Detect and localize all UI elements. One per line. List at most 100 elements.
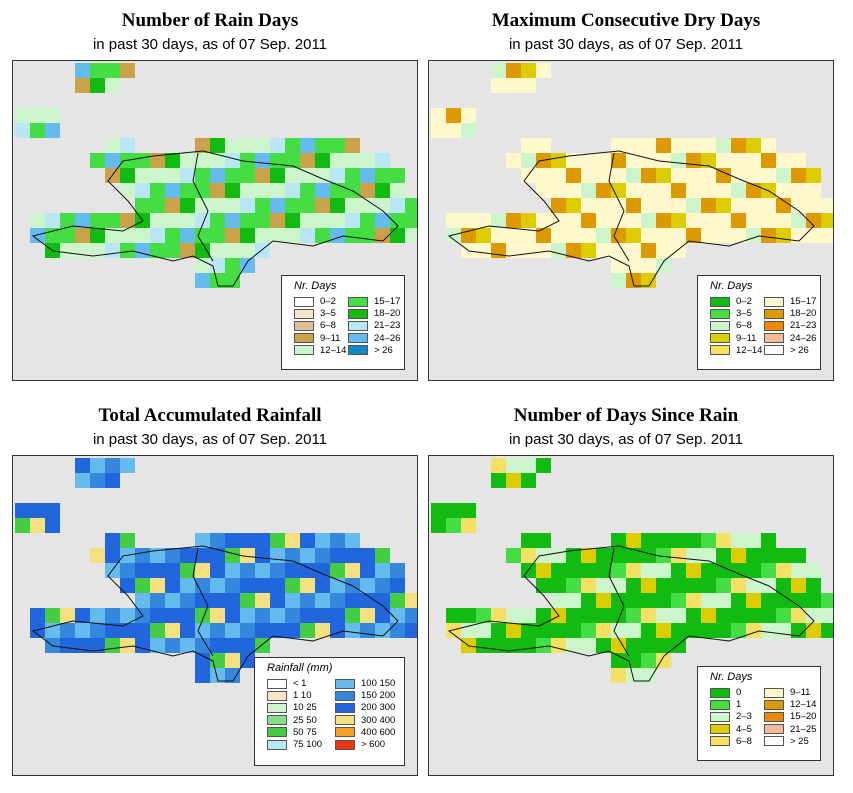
grid-cell bbox=[255, 228, 270, 243]
grid-cell bbox=[641, 653, 656, 668]
grid-cell bbox=[255, 183, 270, 198]
grid-cell bbox=[225, 533, 240, 548]
grid-cell bbox=[701, 563, 716, 578]
grid-cell bbox=[671, 578, 686, 593]
grid-cell bbox=[686, 183, 701, 198]
legend-item: 9–11 bbox=[764, 687, 810, 698]
grid-cell bbox=[731, 153, 746, 168]
grid-cell bbox=[656, 183, 671, 198]
legend-swatch bbox=[764, 699, 784, 710]
grid-cell bbox=[506, 78, 521, 93]
grid-cell bbox=[491, 78, 506, 93]
grid-cell bbox=[641, 243, 656, 258]
grid-cell bbox=[225, 168, 240, 183]
grid-cell bbox=[225, 258, 240, 273]
grid-cell bbox=[446, 123, 461, 138]
grid-cell bbox=[120, 63, 135, 78]
grid-cell bbox=[656, 563, 671, 578]
grid-cell bbox=[405, 623, 417, 638]
grid-cell bbox=[731, 138, 746, 153]
grid-cell bbox=[120, 228, 135, 243]
grid-cell bbox=[716, 183, 731, 198]
grid-cell bbox=[611, 623, 626, 638]
legend-item: 24–26 bbox=[764, 333, 816, 344]
grid-cell bbox=[285, 623, 300, 638]
grid-cell bbox=[360, 623, 375, 638]
grid-cell bbox=[791, 548, 806, 563]
legend-swatch bbox=[335, 690, 355, 701]
legend-item: 15–20 bbox=[764, 711, 816, 722]
grid-cell bbox=[180, 548, 195, 563]
legend-item: 1 bbox=[710, 699, 741, 710]
grid-cell bbox=[716, 168, 731, 183]
grid-cell bbox=[731, 608, 746, 623]
grid-cell bbox=[596, 213, 611, 228]
grid-cell bbox=[255, 138, 270, 153]
legend-item: 6–8 bbox=[710, 736, 752, 747]
legend-label: 200 300 bbox=[361, 702, 396, 714]
grid-cell bbox=[360, 608, 375, 623]
panel-dry-days: Maximum Consecutive Dry Days in past 30 … bbox=[416, 0, 836, 390]
legend-label: 150 200 bbox=[361, 690, 396, 702]
map-raster bbox=[431, 458, 833, 683]
legend-swatch bbox=[335, 715, 355, 726]
grid-cell bbox=[581, 198, 596, 213]
grid-cell bbox=[521, 213, 536, 228]
legend-item: 50 75 bbox=[267, 727, 317, 738]
grid-cell bbox=[656, 153, 671, 168]
grid-cell bbox=[225, 213, 240, 228]
grid-cell bbox=[806, 593, 821, 608]
grid-cell bbox=[671, 533, 686, 548]
grid-cell bbox=[641, 548, 656, 563]
grid-cell bbox=[581, 243, 596, 258]
grid-cell bbox=[105, 623, 120, 638]
grid-cell bbox=[551, 183, 566, 198]
grid-cell bbox=[390, 593, 405, 608]
country-border bbox=[192, 152, 214, 262]
legend-item: 18–20 bbox=[764, 308, 816, 319]
grid-cell bbox=[806, 608, 821, 623]
grid-cell bbox=[135, 638, 150, 653]
legend-item: > 26 bbox=[764, 345, 809, 356]
grid-cell bbox=[330, 548, 345, 563]
legend-label: 6–8 bbox=[736, 735, 752, 747]
grid-cell bbox=[776, 183, 791, 198]
grid-cell bbox=[135, 243, 150, 258]
grid-cell bbox=[300, 593, 315, 608]
grid-cell bbox=[806, 168, 821, 183]
grid-cell bbox=[506, 638, 521, 653]
grid-cell bbox=[566, 198, 581, 213]
grid-cell bbox=[701, 623, 716, 638]
grid-cell bbox=[761, 213, 776, 228]
grid-cell bbox=[315, 228, 330, 243]
legend-label: 15–20 bbox=[790, 711, 817, 723]
grid-cell bbox=[536, 608, 551, 623]
grid-cell bbox=[90, 638, 105, 653]
grid-cell bbox=[345, 153, 360, 168]
grid-cell bbox=[776, 593, 791, 608]
grid-cell bbox=[731, 183, 746, 198]
grid-cell bbox=[180, 243, 195, 258]
grid-cell bbox=[255, 213, 270, 228]
grid-cell bbox=[285, 563, 300, 578]
grid-cell bbox=[240, 258, 255, 273]
legend-item: 6–8 bbox=[294, 320, 336, 331]
grid-cell bbox=[626, 578, 641, 593]
grid-cell bbox=[671, 198, 686, 213]
grid-cell bbox=[551, 563, 566, 578]
grid-cell bbox=[390, 578, 405, 593]
grid-cell bbox=[476, 638, 491, 653]
grid-cell bbox=[180, 563, 195, 578]
grid-cell bbox=[581, 548, 596, 563]
grid-cell bbox=[656, 228, 671, 243]
grid-cell bbox=[225, 608, 240, 623]
legend-item: 200 300 bbox=[335, 702, 395, 713]
grid-cell bbox=[195, 548, 210, 563]
map-total-rainfall bbox=[12, 455, 418, 776]
grid-cell bbox=[701, 138, 716, 153]
grid-cell bbox=[105, 458, 120, 473]
grid-cell bbox=[656, 593, 671, 608]
legend-label: 12–14 bbox=[736, 344, 763, 356]
grid-cell bbox=[90, 243, 105, 258]
grid-cell bbox=[210, 213, 225, 228]
